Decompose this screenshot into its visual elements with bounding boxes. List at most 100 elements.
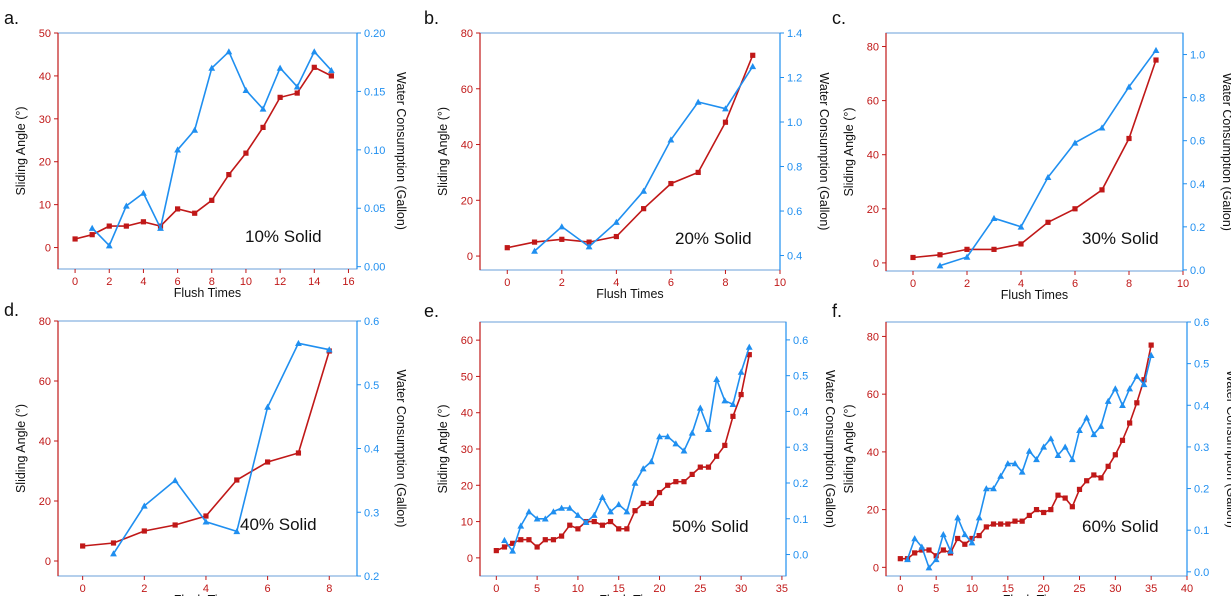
y2-axis-title: Water Consumption (Gallon) [394,72,408,230]
water-consumption-point [1018,468,1026,475]
y2-axis-title: Water Consumption (Gallon) [1224,370,1231,528]
water-consumption-point [680,447,688,454]
y2-tick-label: 1.4 [787,28,802,40]
water-consumption-point [1104,397,1112,404]
water-consumption-point [1068,456,1076,463]
water-consumption-point [501,536,508,543]
sliding-angle-point [648,500,654,507]
water-consumption-point [509,547,517,554]
sliding-angle-point [80,543,86,549]
y-tick-label: 0 [873,562,879,574]
sliding-angle-point [1153,57,1159,63]
y2-tick-label: 0.6 [793,335,808,347]
water-consumption-point [947,547,954,554]
x-tick-label: 20 [653,583,665,595]
water-consumption-point [1076,426,1083,433]
water-consumption-point [208,64,216,71]
sliding-angle-point [730,413,736,419]
x-tick-label: 10 [1177,278,1189,290]
y2-tick-label: 0.2 [1194,484,1209,496]
sliding-angle-point [294,90,300,96]
x-tick-label: 35 [1145,583,1157,595]
water-consumption-point [1054,451,1062,458]
sliding-angle-point [964,246,970,252]
x-axis-title: Flush Times [599,593,666,596]
sliding-angle-point [665,482,671,488]
water-consumption-point [694,98,702,105]
water-consumption-point [982,485,990,492]
sliding-angle-point [559,236,565,242]
water-consumption-point [558,504,565,511]
sliding-angle-point [510,540,516,546]
water-consumption-point [276,64,284,71]
chart-panel-1: a. 0 2 4 6 8 10 12 14 16 0 10 20 30 40 50 0.00 0.05 0.10 0.… [4,8,408,300]
water-consumption-point [1140,381,1148,388]
y-tick-label: 60 [867,96,879,108]
sliding-angle-point [616,526,622,532]
y-tick-label: 80 [867,331,879,343]
y-axis-title: Sliding Angle (°) [436,404,450,493]
sliding-angle-point [1018,241,1024,247]
y-axis-title: Sliding Angle (°) [436,107,450,196]
sliding-angle-point [1019,518,1025,524]
sliding-angle-point [1005,521,1011,527]
water-consumption-point [667,136,675,143]
y2-tick-label: 0.0 [793,550,808,562]
sliding-angle-point [550,537,557,543]
sliding-angle-point [501,544,508,550]
sliding-angle-point [575,526,581,532]
water-consumption-point [582,518,590,526]
x-tick-label: 6 [668,277,674,289]
sliding-angle-point [1098,475,1104,481]
sliding-angle-point [89,232,95,238]
sliding-angle-point [1126,135,1132,142]
water-consumption-point [1126,385,1134,392]
sliding-angle-point [599,522,605,528]
water-consumption-point [1040,443,1048,450]
sliding-angle-point [976,532,982,539]
y-tick-label: 30 [39,114,51,126]
sliding-angle-point [141,528,147,534]
sliding-angle-point [1105,463,1111,469]
y-tick-label: 40 [867,150,879,162]
y-tick-label: 40 [867,447,879,459]
water-consumption-point [1152,46,1160,53]
x-tick-label: 0 [504,277,510,289]
water-consumption-point [1097,422,1105,429]
y2-tick-label: 0.3 [364,507,379,519]
sliding-angle-point [526,537,532,543]
y2-tick-label: 0.20 [364,28,385,40]
sliding-angle-point [919,547,925,553]
panel-letter: b. [424,8,439,28]
water-consumption-point [533,515,541,522]
water-consumption-point [918,543,926,550]
sliding-angle-point [969,535,975,542]
y-tick-label: 40 [461,140,473,152]
y2-axis-title: Water Consumption (Gallon) [817,73,831,231]
x-tick-label: 6 [265,583,271,595]
y2-tick-label: 0.05 [364,203,385,215]
sliding-angle-point [1048,507,1054,513]
x-axis-title: Flush Times [174,593,241,596]
sliding-angle-point [203,513,209,519]
y-axis-title: Sliding Angle (°) [14,404,28,493]
sliding-angle-point [72,236,78,242]
x-tick-label: 10 [774,277,786,289]
sliding-angle-point [518,537,524,543]
solid-content-label: 10% Solid [245,227,322,246]
chart-panel-6: f. 0 5 10 15 20 25 30 35 40 0 20 40 60 80 0.0 0.1 0.2 0.3 0… [832,301,1231,596]
x-tick-label: 0 [910,278,916,290]
y-tick-label: 60 [39,376,51,388]
y2-tick-label: 0.00 [364,262,385,274]
water-consumption-point [1047,435,1055,442]
sliding-angle-point [234,477,240,483]
water-consumption-point [1025,447,1033,454]
water-consumption-point [1119,401,1126,408]
sliding-angle-point [295,450,302,456]
y2-tick-label: 0.2 [1190,222,1205,234]
water-consumption-point [607,508,614,515]
x-tick-label: 40 [1181,583,1193,595]
water-consumption-point [325,346,333,353]
x-tick-label: 0 [72,276,78,288]
water-consumption-point [647,458,655,465]
